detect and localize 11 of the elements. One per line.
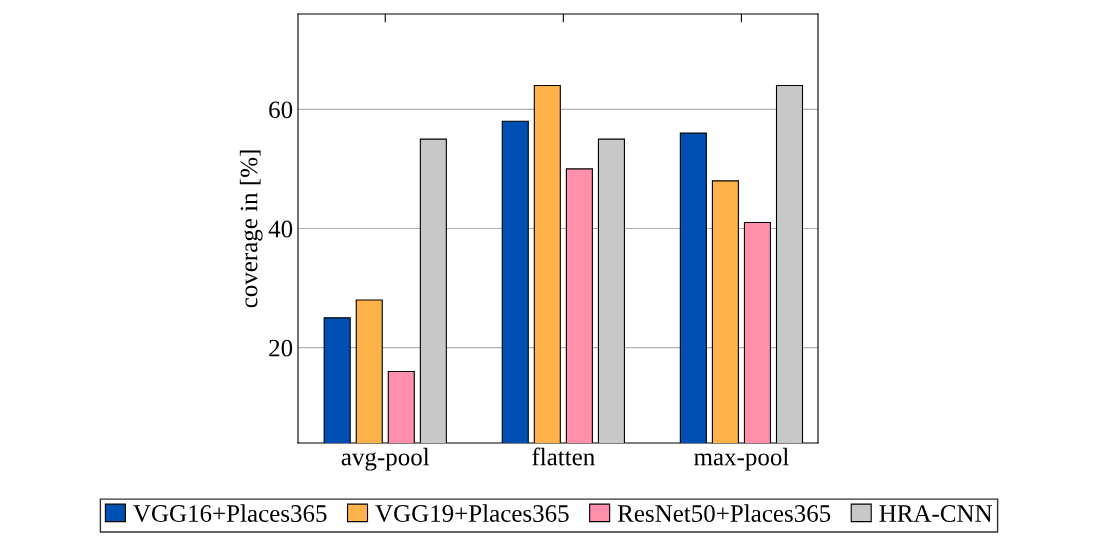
y-tick-label: 40 — [268, 220, 293, 238]
y-tick-label: 60 — [269, 101, 293, 119]
y-tick-label: 20 — [269, 339, 293, 357]
x-tick-label: flatten — [532, 447, 595, 466]
x-tick-label: avg-pool — [341, 447, 430, 471]
x-tick-label: max-pool — [694, 447, 789, 471]
legend-label: ResNet50+Places365 — [617, 504, 831, 522]
legend-label: HRA-CNN — [879, 505, 993, 522]
legend-label: VGG19+Places365 — [375, 504, 569, 523]
legend-label: VGG16+Places365 — [133, 504, 327, 523]
y-axis-title: coverage in [%] — [239, 150, 263, 308]
